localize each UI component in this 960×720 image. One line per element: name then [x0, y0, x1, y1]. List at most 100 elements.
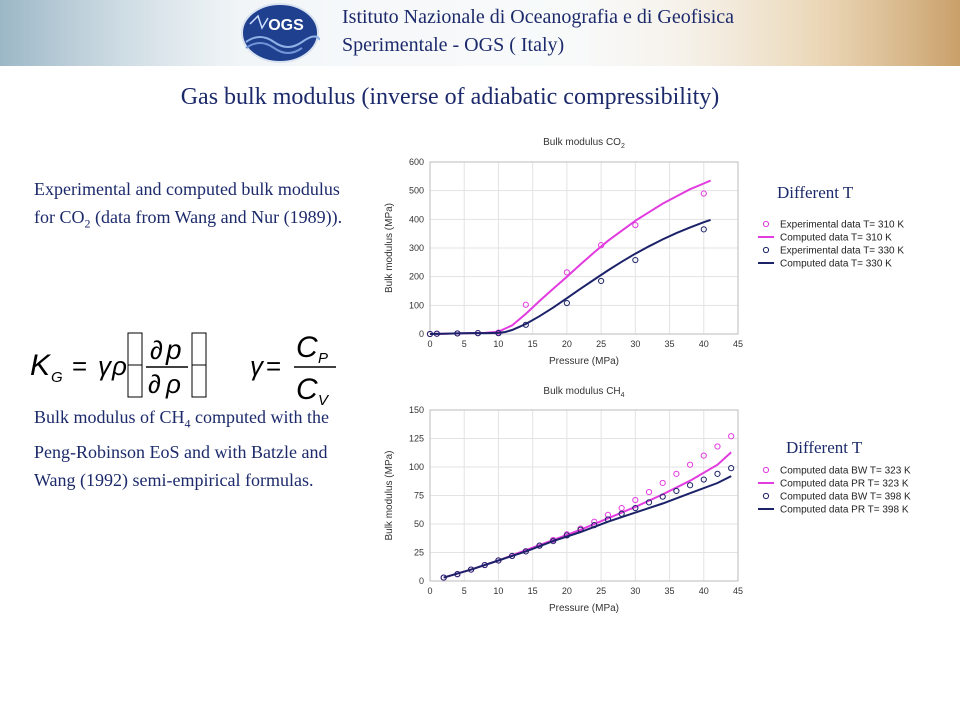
c0-ytick-label-2: 200 [409, 272, 424, 282]
page-title: Gas bulk modulus (inverse of adiabatic c… [180, 84, 720, 110]
formula-rho1: ρ [111, 351, 127, 381]
c1-xtick-label-9: 45 [733, 586, 743, 596]
c1-xtick-label-7: 35 [665, 586, 675, 596]
c1-series-1-line [443, 451, 732, 579]
c0-xlabel: Pressure (MPa) [549, 356, 619, 367]
header-banner: OGS Istituto Nazionale di Oceanografia e… [0, 0, 960, 66]
c0-xtick-label-0: 0 [427, 339, 432, 349]
formula-k-sub: G [51, 369, 63, 386]
c1-xtick-label-0: 0 [427, 586, 432, 596]
c0-ytick-label-5: 500 [409, 186, 424, 196]
c1-ytick-label-1: 25 [414, 548, 424, 558]
c0-xtick-label-7: 35 [665, 339, 675, 349]
c1-series-2-point-14 [632, 504, 639, 512]
formula-partial2: ∂ [148, 369, 161, 399]
c0-series-0-point-9 [700, 190, 707, 197]
c1-series-2-point-18 [686, 482, 694, 489]
c1-xtick-label-5: 25 [596, 586, 606, 596]
formula-cp: C [296, 331, 318, 364]
c1-series-2-point-16 [659, 493, 666, 500]
c0-xtick-label-8: 40 [699, 339, 709, 349]
c1-legend-label-3: Computed data PR T= 398 K [780, 505, 909, 516]
c1-title: Bulk modulus CH4 [543, 386, 624, 399]
logo-text: OGS [268, 17, 304, 34]
c0-series-2-point-6 [563, 299, 570, 307]
description-co2-sub: 2 [84, 216, 91, 231]
description-co2-part2: (data from Wang and Nur (1989)). [90, 207, 343, 227]
c0-xtick-label-9: 45 [733, 339, 743, 349]
c0-series-2-point-9 [700, 226, 707, 233]
description-ch4-sub: 4 [184, 416, 191, 431]
c0-plot-frame [429, 161, 739, 335]
c1-series-0-point-13 [618, 504, 625, 512]
c0-series-2-point-8 [632, 256, 639, 264]
chart-ch4: Bulk modulus CH4 0 25 50 75 100 125 150 0 5 10 15 20… [384, 386, 911, 614]
c1-series-0-point-14 [632, 496, 639, 504]
c1-legend-swatch-2 [762, 492, 770, 500]
c0-ylabel: Bulk modulus (MPa) [384, 203, 395, 293]
bulk-modulus-formula: K G = γ ρ ∂ p ∂ ρ γ = C P C V [30, 331, 336, 405]
c0-xtick-label-4: 20 [562, 339, 572, 349]
c1-series-3-line [443, 475, 732, 579]
c1-ytick-label-0: 0 [419, 576, 424, 586]
c1-ytick-label-5: 125 [409, 434, 424, 444]
c1-ylabel: Bulk modulus (MPa) [384, 450, 395, 540]
formula-gamma1: γ [98, 351, 113, 381]
c1-series-2-point-17 [673, 487, 680, 495]
c1-title-sub: 4 [621, 392, 625, 399]
formula-gamma2: γ [250, 351, 265, 381]
c0-series-0-point-8 [632, 221, 639, 229]
c1-ytick-label-4: 100 [409, 462, 424, 472]
c0-xtick-label-1: 5 [462, 339, 467, 349]
c1-legend-swatch-0 [762, 466, 770, 474]
c0-series-0-point-5 [522, 301, 529, 308]
formula-rho2: ρ [165, 369, 181, 399]
description-co2: Experimental and computed bulk modulus f… [34, 175, 364, 238]
c1-series-0-point-15 [645, 488, 653, 496]
different-t-label-1: Different T [777, 183, 854, 202]
c1-series-2-point-15 [645, 499, 653, 506]
formula-cv: C [296, 373, 318, 405]
c0-series-2-point-7 [598, 277, 605, 285]
c0-legend-swatch-0 [762, 220, 770, 228]
c1-xtick-label-3: 15 [528, 586, 538, 596]
c0-xtick-label-5: 25 [596, 339, 606, 349]
c1-plot-frame [429, 409, 739, 582]
c1-xlabel: Pressure (MPa) [549, 603, 619, 614]
formula-eq1: = [72, 351, 87, 381]
c0-legend-label-2: Experimental data T= 330 K [780, 246, 904, 257]
c1-series-0-point-17 [673, 470, 680, 477]
c1-ytick-label-3: 75 [414, 491, 424, 501]
description-co2-part1: Experimental and computed bulk modulus f… [34, 179, 340, 227]
c0-legend-label-1: Computed data T= 310 K [780, 233, 892, 244]
c1-legend-label-2: Computed data BW T= 398 K [780, 492, 911, 503]
c1-series-2-point-19 [700, 476, 707, 483]
c1-series-0-point-20 [714, 443, 721, 450]
c1-ytick-label-2: 50 [414, 519, 424, 529]
description-ch4: Bulk modulus of CH4 computed with the Pe… [34, 403, 364, 494]
c0-series-3-line [429, 218, 711, 335]
formula-partial1: ∂ [150, 335, 163, 365]
c1-series-0-point-21 [728, 433, 735, 440]
c1-series-0-point-19 [700, 452, 707, 459]
c1-xtick-label-8: 40 [699, 586, 709, 596]
c1-series-2-point-20 [714, 470, 721, 477]
c0-xtick-label-3: 15 [528, 339, 538, 349]
c0-ytick-label-6: 600 [409, 157, 424, 167]
formula-p: p [165, 334, 182, 365]
c1-series-0-point-16 [659, 479, 666, 487]
c1-ytick-label-6: 150 [409, 405, 424, 415]
c0-series-1-line [429, 179, 711, 335]
formula-cp-sub: P [318, 350, 328, 367]
c1-series-0-point-18 [686, 461, 694, 468]
chart-co2: Bulk modulus CO2 0 100 200 300 400 500 600 0 5 10 1… [384, 137, 904, 367]
ogs-logo: OGS [241, 3, 320, 63]
c0-xtick-label-2: 10 [493, 339, 503, 349]
c1-xtick-label-6: 30 [630, 586, 640, 596]
c0-xtick-label-6: 30 [630, 339, 640, 349]
c1-series-2-point-21 [728, 465, 735, 472]
different-t-label-2: Different T [786, 438, 863, 457]
c1-xtick-label-2: 10 [493, 586, 503, 596]
formula-cv-sub: V [318, 392, 330, 405]
c0-legend-swatch-2 [762, 246, 770, 254]
